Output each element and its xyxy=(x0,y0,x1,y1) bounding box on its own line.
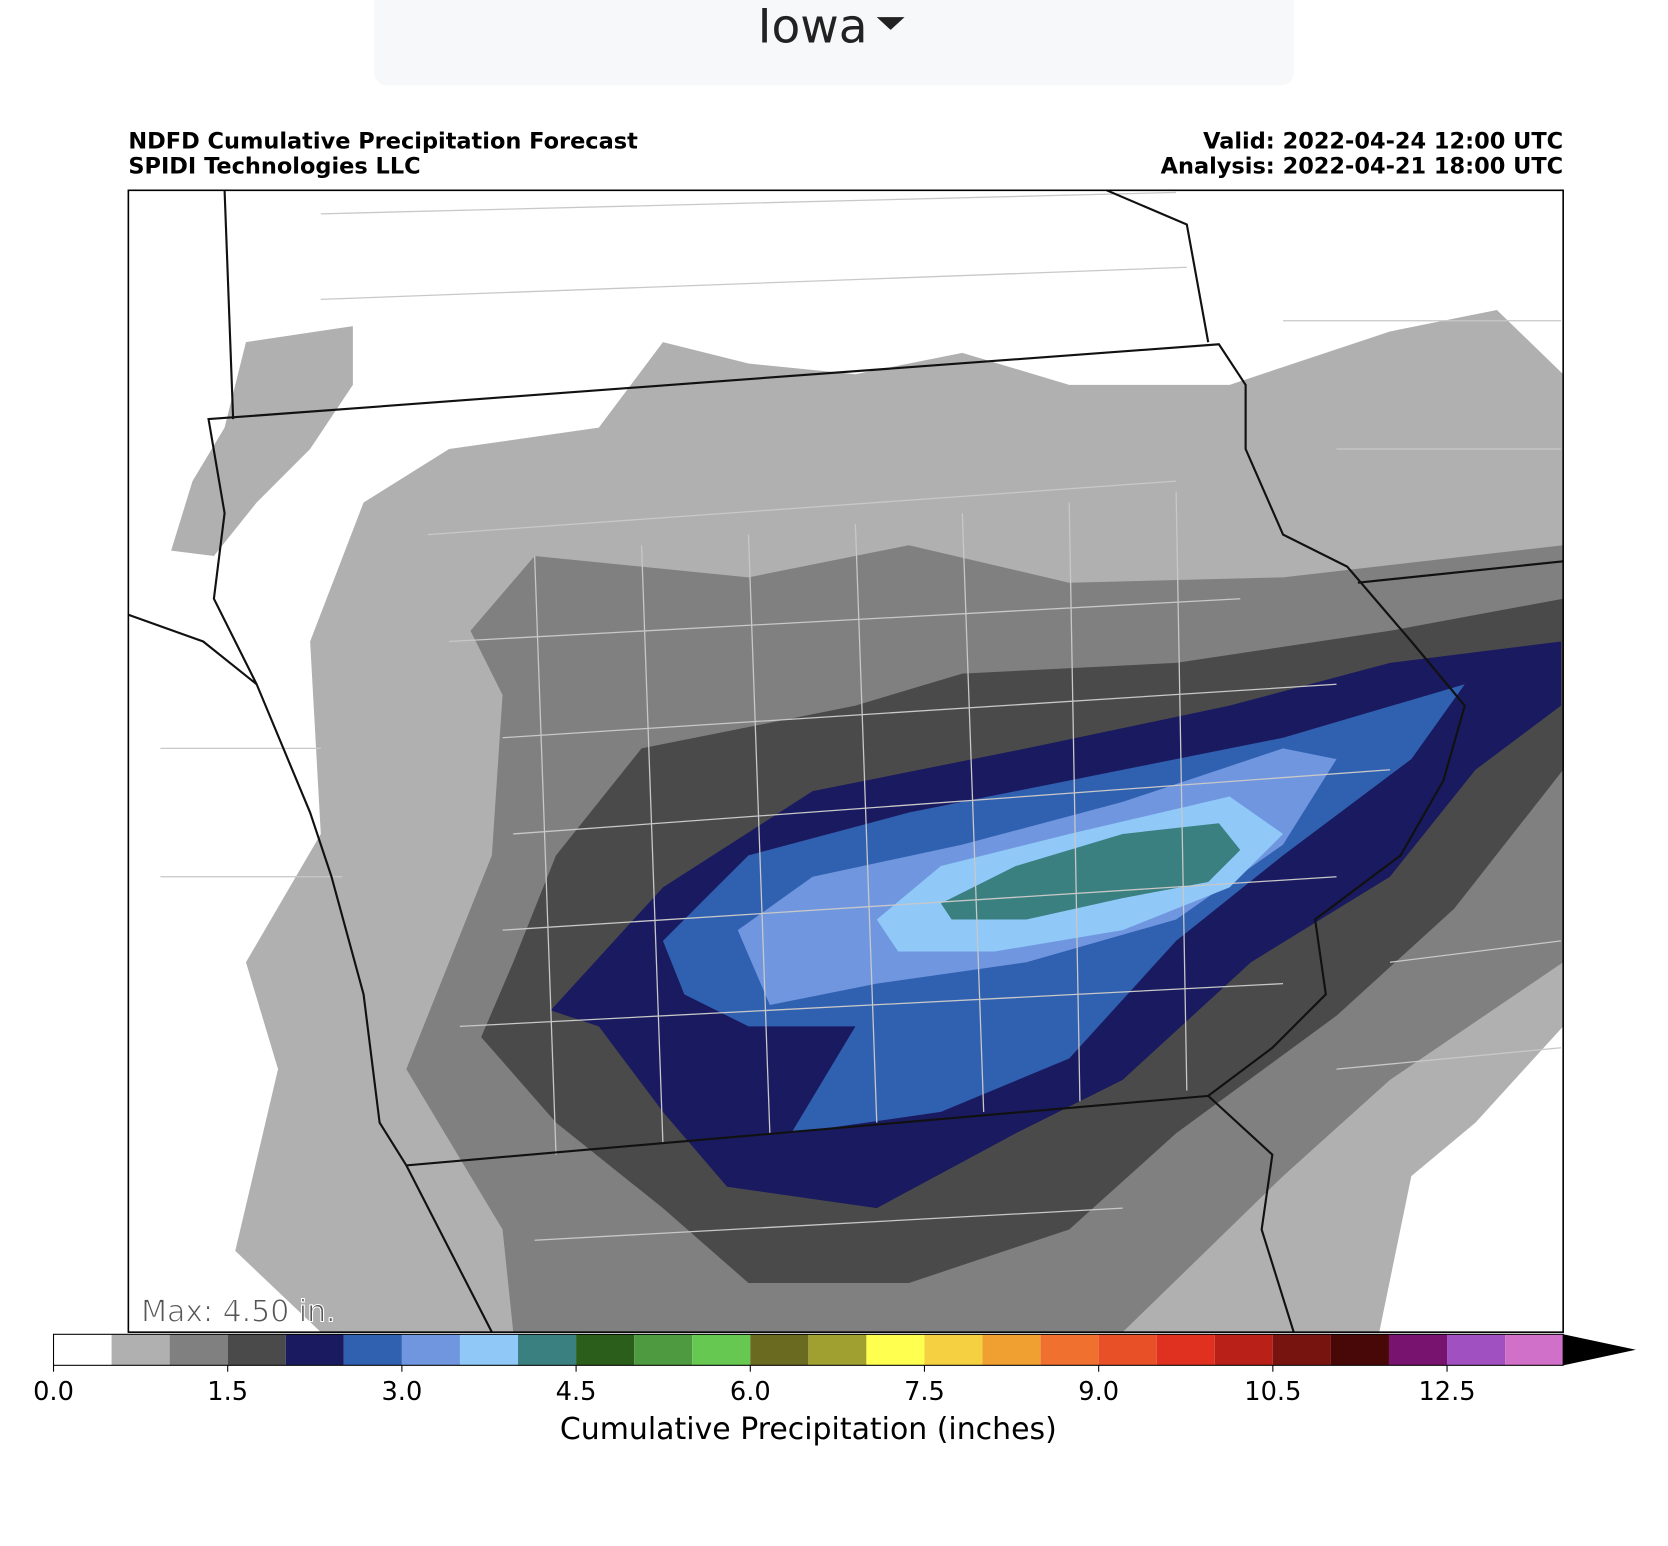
colorbar-bin xyxy=(924,1334,983,1366)
colorbar-bin xyxy=(982,1334,1041,1366)
colorbar-bin xyxy=(1388,1334,1448,1366)
dropdown-caret[interactable] xyxy=(876,17,905,30)
map-frame xyxy=(127,189,1564,1333)
colorbar: 0.0 1.5 3.0 4.5 6.0 7.5 9.0 10.5 12.5 xyxy=(33,1333,1636,1407)
colorbar-bin xyxy=(692,1334,751,1366)
max-label: Max: 4.50 in. xyxy=(141,1294,335,1329)
colorbar-bin xyxy=(227,1334,286,1366)
colorbar-tick-label: 12.5 xyxy=(1418,1377,1475,1407)
colorbar-outline xyxy=(52,1333,1564,1366)
colorbar-bin xyxy=(1098,1334,1157,1366)
colorbar-tick-label: 0.0 xyxy=(33,1377,74,1407)
map-title: NDFD Cumulative Precipitation Forecast xyxy=(128,129,638,155)
map-subtitle: SPIDI Technologies LLC xyxy=(128,153,420,179)
colorbar-label: Cumulative Precipitation (inches) xyxy=(560,1412,1057,1447)
colorbar-tick-label: 7.5 xyxy=(904,1377,945,1407)
colorbar-tick-label: 10.5 xyxy=(1244,1377,1301,1407)
colorbar-bin xyxy=(1272,1334,1331,1366)
analysis-time: Analysis: 2022-04-21 18:00 UTC xyxy=(1161,153,1564,179)
colorbar-bin xyxy=(1505,1334,1564,1366)
colorbar-bin xyxy=(518,1334,577,1366)
colorbar-bin xyxy=(1156,1334,1215,1366)
colorbar-bin xyxy=(285,1334,344,1366)
colorbar-extend xyxy=(1563,1334,1636,1366)
colorbar-tick-label: 9.0 xyxy=(1078,1377,1119,1407)
colorbar-tick-label: 6.0 xyxy=(730,1377,771,1407)
colorbar-tick-label: 1.5 xyxy=(207,1377,248,1407)
colorbar-bin xyxy=(459,1334,519,1366)
colorbar-bin xyxy=(169,1334,228,1366)
colorbar-bin xyxy=(53,1334,112,1366)
dropdown-label[interactable]: Iowa xyxy=(758,0,868,54)
dropdown-box[interactable] xyxy=(374,0,1294,86)
colorbar-bin xyxy=(111,1334,170,1366)
colorbar-tick-label: 4.5 xyxy=(556,1377,597,1407)
colorbar-bin xyxy=(1040,1334,1099,1366)
colorbar-bin xyxy=(808,1334,867,1366)
colorbar-bin xyxy=(866,1334,925,1366)
valid-time: Valid: 2022-04-24 12:00 UTC xyxy=(1203,129,1563,155)
colorbar-bin xyxy=(576,1334,635,1366)
region-dropdown[interactable]: Iowa xyxy=(374,0,1294,86)
colorbar-bin xyxy=(634,1334,693,1366)
map xyxy=(128,190,1564,1333)
colorbar-bin xyxy=(343,1334,402,1366)
colorbar-bin xyxy=(1447,1334,1506,1366)
colorbar-bin xyxy=(1214,1334,1273,1366)
colorbar-bin xyxy=(750,1334,809,1366)
colorbar-bin xyxy=(1330,1334,1389,1366)
colorbar-tick-label: 3.0 xyxy=(382,1377,423,1407)
colorbar-bin xyxy=(401,1334,460,1366)
